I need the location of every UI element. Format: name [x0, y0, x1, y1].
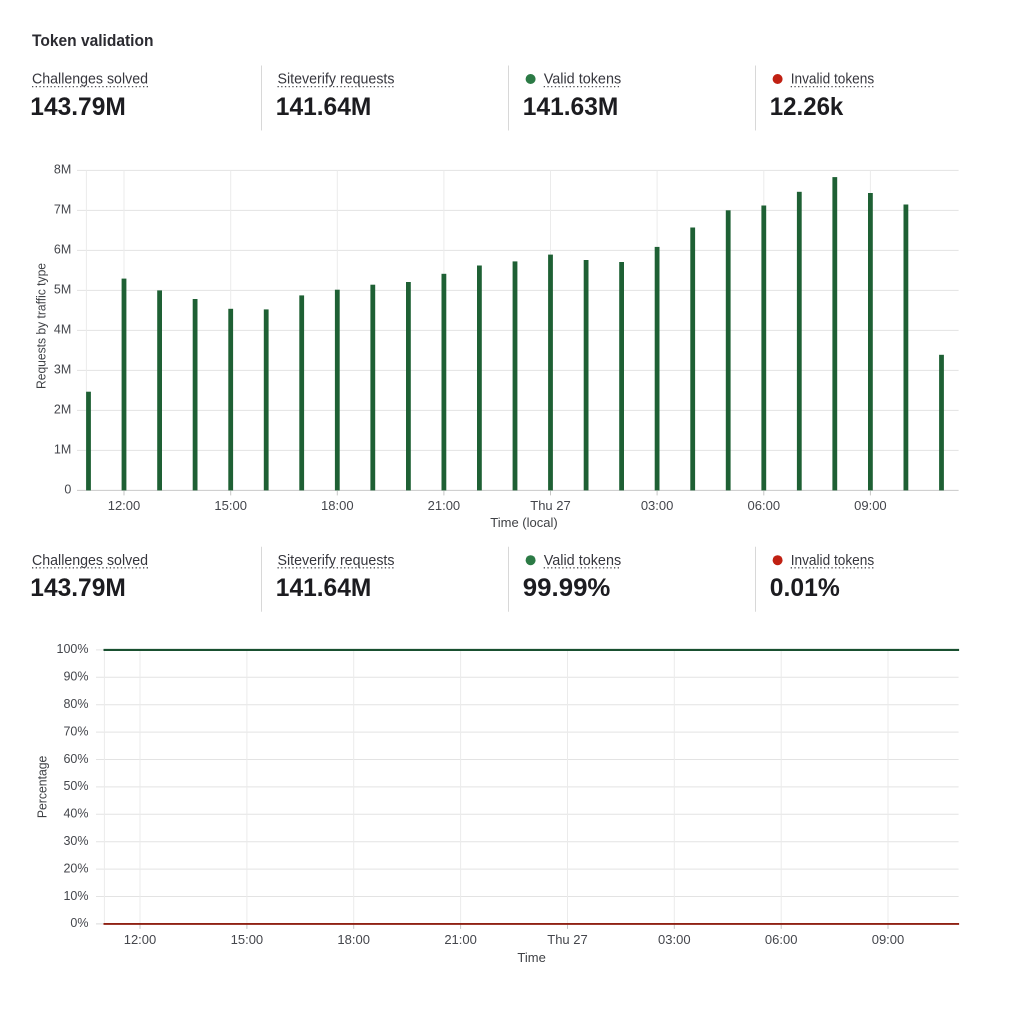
svg-text:0.01%: 0.01%	[770, 574, 840, 602]
svg-text:6M: 6M	[54, 243, 71, 257]
svg-text:Percentage: Percentage	[35, 756, 49, 819]
svg-text:100%: 100%	[57, 642, 89, 656]
svg-text:03:00: 03:00	[658, 932, 691, 947]
svg-text:Siteverify requests: Siteverify requests	[278, 553, 395, 569]
svg-text:12:00: 12:00	[124, 932, 157, 947]
svg-text:8M: 8M	[54, 163, 71, 177]
svg-text:141.64M: 141.64M	[276, 93, 372, 121]
svg-text:7M: 7M	[54, 203, 71, 217]
svg-text:Thu 27: Thu 27	[547, 932, 587, 947]
svg-text:90%: 90%	[63, 670, 88, 684]
svg-text:Time: Time	[517, 950, 545, 965]
svg-text:141.63M: 141.63M	[523, 93, 619, 121]
svg-text:143.79M: 143.79M	[30, 574, 126, 602]
svg-text:Valid tokens: Valid tokens	[544, 553, 622, 569]
svg-text:30%: 30%	[63, 834, 88, 848]
svg-text:15:00: 15:00	[214, 498, 247, 513]
svg-text:Time (local): Time (local)	[490, 515, 557, 530]
svg-text:09:00: 09:00	[854, 498, 887, 513]
svg-text:Token validation: Token validation	[32, 31, 154, 50]
svg-text:Requests by traffic type: Requests by traffic type	[35, 263, 49, 389]
svg-text:3M: 3M	[54, 363, 71, 377]
svg-text:1M: 1M	[54, 443, 71, 457]
svg-text:18:00: 18:00	[321, 498, 354, 513]
svg-text:Siteverify requests: Siteverify requests	[278, 72, 395, 88]
svg-text:0%: 0%	[70, 916, 88, 930]
svg-text:21:00: 21:00	[428, 498, 461, 513]
svg-text:40%: 40%	[63, 807, 88, 821]
svg-text:18:00: 18:00	[337, 932, 370, 947]
svg-text:2M: 2M	[54, 403, 71, 417]
svg-text:0: 0	[64, 483, 71, 497]
svg-text:03:00: 03:00	[641, 498, 674, 513]
svg-text:15:00: 15:00	[231, 932, 264, 947]
svg-text:99.99%: 99.99%	[523, 574, 611, 602]
svg-text:06:00: 06:00	[765, 932, 798, 947]
svg-text:12:00: 12:00	[108, 498, 141, 513]
svg-text:Invalid tokens: Invalid tokens	[791, 553, 875, 569]
svg-text:Valid tokens: Valid tokens	[544, 72, 622, 88]
svg-text:50%: 50%	[63, 779, 88, 793]
svg-text:Invalid tokens: Invalid tokens	[791, 72, 875, 88]
svg-text:12.26k: 12.26k	[770, 93, 844, 121]
svg-text:Challenges solved: Challenges solved	[32, 553, 148, 569]
svg-text:06:00: 06:00	[748, 498, 781, 513]
svg-text:4M: 4M	[54, 323, 71, 337]
svg-text:21:00: 21:00	[444, 932, 477, 947]
svg-text:Challenges solved: Challenges solved	[32, 72, 148, 88]
svg-text:20%: 20%	[63, 861, 88, 875]
svg-text:09:00: 09:00	[872, 932, 905, 947]
svg-text:141.64M: 141.64M	[276, 574, 372, 602]
svg-text:5M: 5M	[54, 283, 71, 297]
svg-text:Thu 27: Thu 27	[530, 498, 570, 513]
svg-text:143.79M: 143.79M	[30, 93, 126, 121]
svg-text:60%: 60%	[63, 752, 88, 766]
svg-text:80%: 80%	[63, 697, 88, 711]
svg-text:10%: 10%	[63, 889, 88, 903]
svg-text:70%: 70%	[63, 724, 88, 738]
